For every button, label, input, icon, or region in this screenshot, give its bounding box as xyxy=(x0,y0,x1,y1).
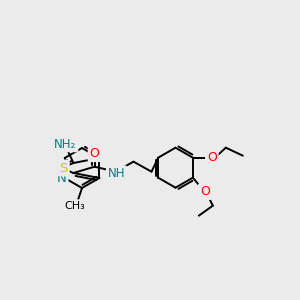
Text: NH₂: NH₂ xyxy=(54,137,76,151)
Text: S: S xyxy=(59,161,68,175)
Text: O: O xyxy=(207,151,217,164)
Text: CH₃: CH₃ xyxy=(64,201,86,211)
Text: O: O xyxy=(90,147,100,160)
Text: NH: NH xyxy=(108,167,125,180)
Text: O: O xyxy=(200,185,210,198)
Text: N: N xyxy=(57,172,67,184)
